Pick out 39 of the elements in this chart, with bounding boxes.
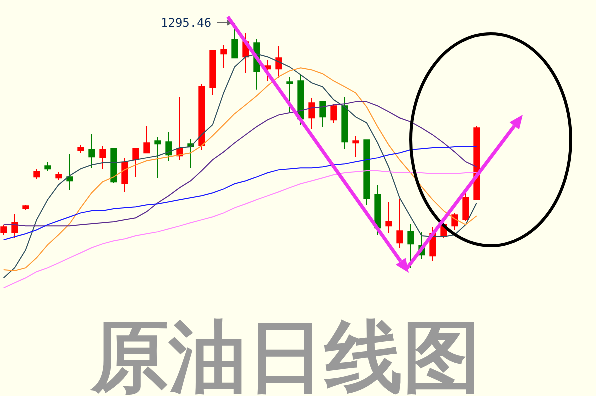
candlestick [452,212,458,231]
candlestick [188,138,194,169]
candlestick [342,96,348,150]
candlestick [100,146,106,170]
candlestick [352,136,360,158]
candlestick [286,76,294,112]
candlestick [462,192,470,222]
text: 原油日线图 [89,313,482,396]
candlestick [66,154,74,191]
candlestick [374,184,382,236]
candlestick [34,168,40,180]
candlestick [110,148,118,184]
candlestick [154,136,162,179]
candlestick [232,22,238,59]
candlestick [166,132,172,162]
candlestick [320,100,326,128]
candlestick [144,125,150,154]
candlestick [220,44,228,69]
candlestick [308,98,316,130]
candlestick [132,148,140,178]
candlestick [44,161,52,172]
candlestick [386,202,392,234]
candlestick [364,140,370,206]
candlestick [78,144,84,154]
candlestick [276,46,282,78]
candlestick [210,49,216,96]
candlestick [0,224,8,236]
annotation: 1295.46 [161,16,212,30]
candlestick [122,158,128,193]
candlestick [408,223,414,269]
candlestick [330,104,338,124]
candlestick [198,84,206,150]
candlestick [298,74,304,126]
candlestick [12,214,18,239]
candlestick [56,172,62,181]
candlestick [176,96,184,161]
candlestick [396,198,404,248]
candlestick [22,204,30,211]
candlestick [88,134,96,169]
